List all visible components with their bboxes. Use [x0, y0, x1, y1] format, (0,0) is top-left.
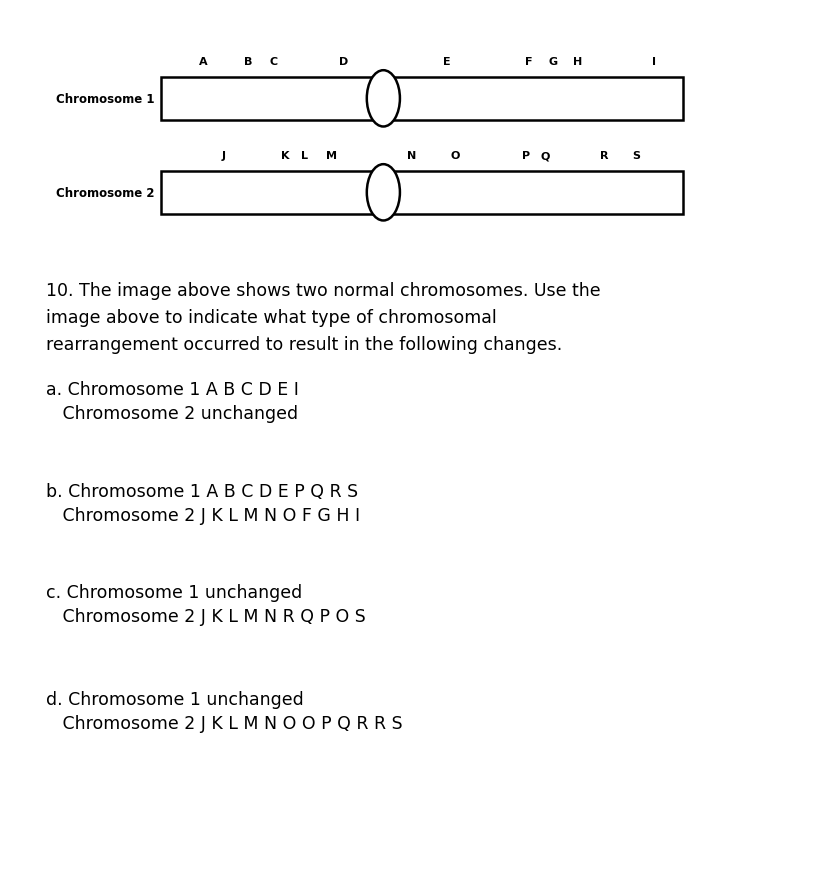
Text: S: S — [631, 151, 639, 161]
Text: I: I — [652, 57, 655, 67]
Text: C: C — [269, 57, 277, 67]
Text: D: D — [338, 57, 348, 67]
Text: Chromosome 2 J K L M N O F G H I: Chromosome 2 J K L M N O F G H I — [45, 507, 359, 525]
Text: image above to indicate what type of chromosomal: image above to indicate what type of chr… — [45, 308, 495, 326]
Text: K: K — [281, 151, 289, 161]
Text: Chromosome 2 J K L M N O O P Q R R S: Chromosome 2 J K L M N O O P Q R R S — [45, 714, 402, 732]
Text: d. Chromosome 1 unchanged: d. Chromosome 1 unchanged — [45, 690, 303, 708]
Ellipse shape — [366, 165, 399, 221]
Text: c. Chromosome 1 unchanged: c. Chromosome 1 unchanged — [45, 583, 301, 601]
Text: rearrangement occurred to result in the following changes.: rearrangement occurred to result in the … — [45, 335, 561, 353]
Text: 10. The image above shows two normal chromosomes. Use the: 10. The image above shows two normal chr… — [45, 282, 600, 299]
Text: R: R — [600, 151, 608, 161]
Text: B: B — [244, 57, 252, 67]
Text: G: G — [547, 57, 557, 67]
Text: b. Chromosome 1 A B C D E P Q R S: b. Chromosome 1 A B C D E P Q R S — [45, 483, 357, 501]
Text: E: E — [442, 57, 451, 67]
Ellipse shape — [366, 72, 399, 127]
Text: Chromosome 2: Chromosome 2 — [56, 187, 155, 199]
Text: Chromosome 2 unchanged: Chromosome 2 unchanged — [45, 405, 297, 423]
Text: J: J — [222, 151, 225, 161]
Text: Q: Q — [539, 151, 549, 161]
Text: Chromosome 2 J K L M N R Q P O S: Chromosome 2 J K L M N R Q P O S — [45, 607, 365, 625]
Bar — [161, 78, 682, 121]
Text: N: N — [406, 151, 416, 161]
Text: H: H — [572, 57, 582, 67]
Text: A: A — [198, 57, 207, 67]
Bar — [161, 172, 682, 215]
Text: O: O — [450, 151, 460, 161]
Text: F: F — [523, 57, 532, 67]
Text: P: P — [521, 151, 529, 161]
Text: a. Chromosome 1 A B C D E I: a. Chromosome 1 A B C D E I — [45, 381, 298, 399]
Text: Chromosome 1: Chromosome 1 — [56, 93, 155, 105]
Text: L: L — [301, 151, 308, 161]
Text: M: M — [325, 151, 337, 161]
